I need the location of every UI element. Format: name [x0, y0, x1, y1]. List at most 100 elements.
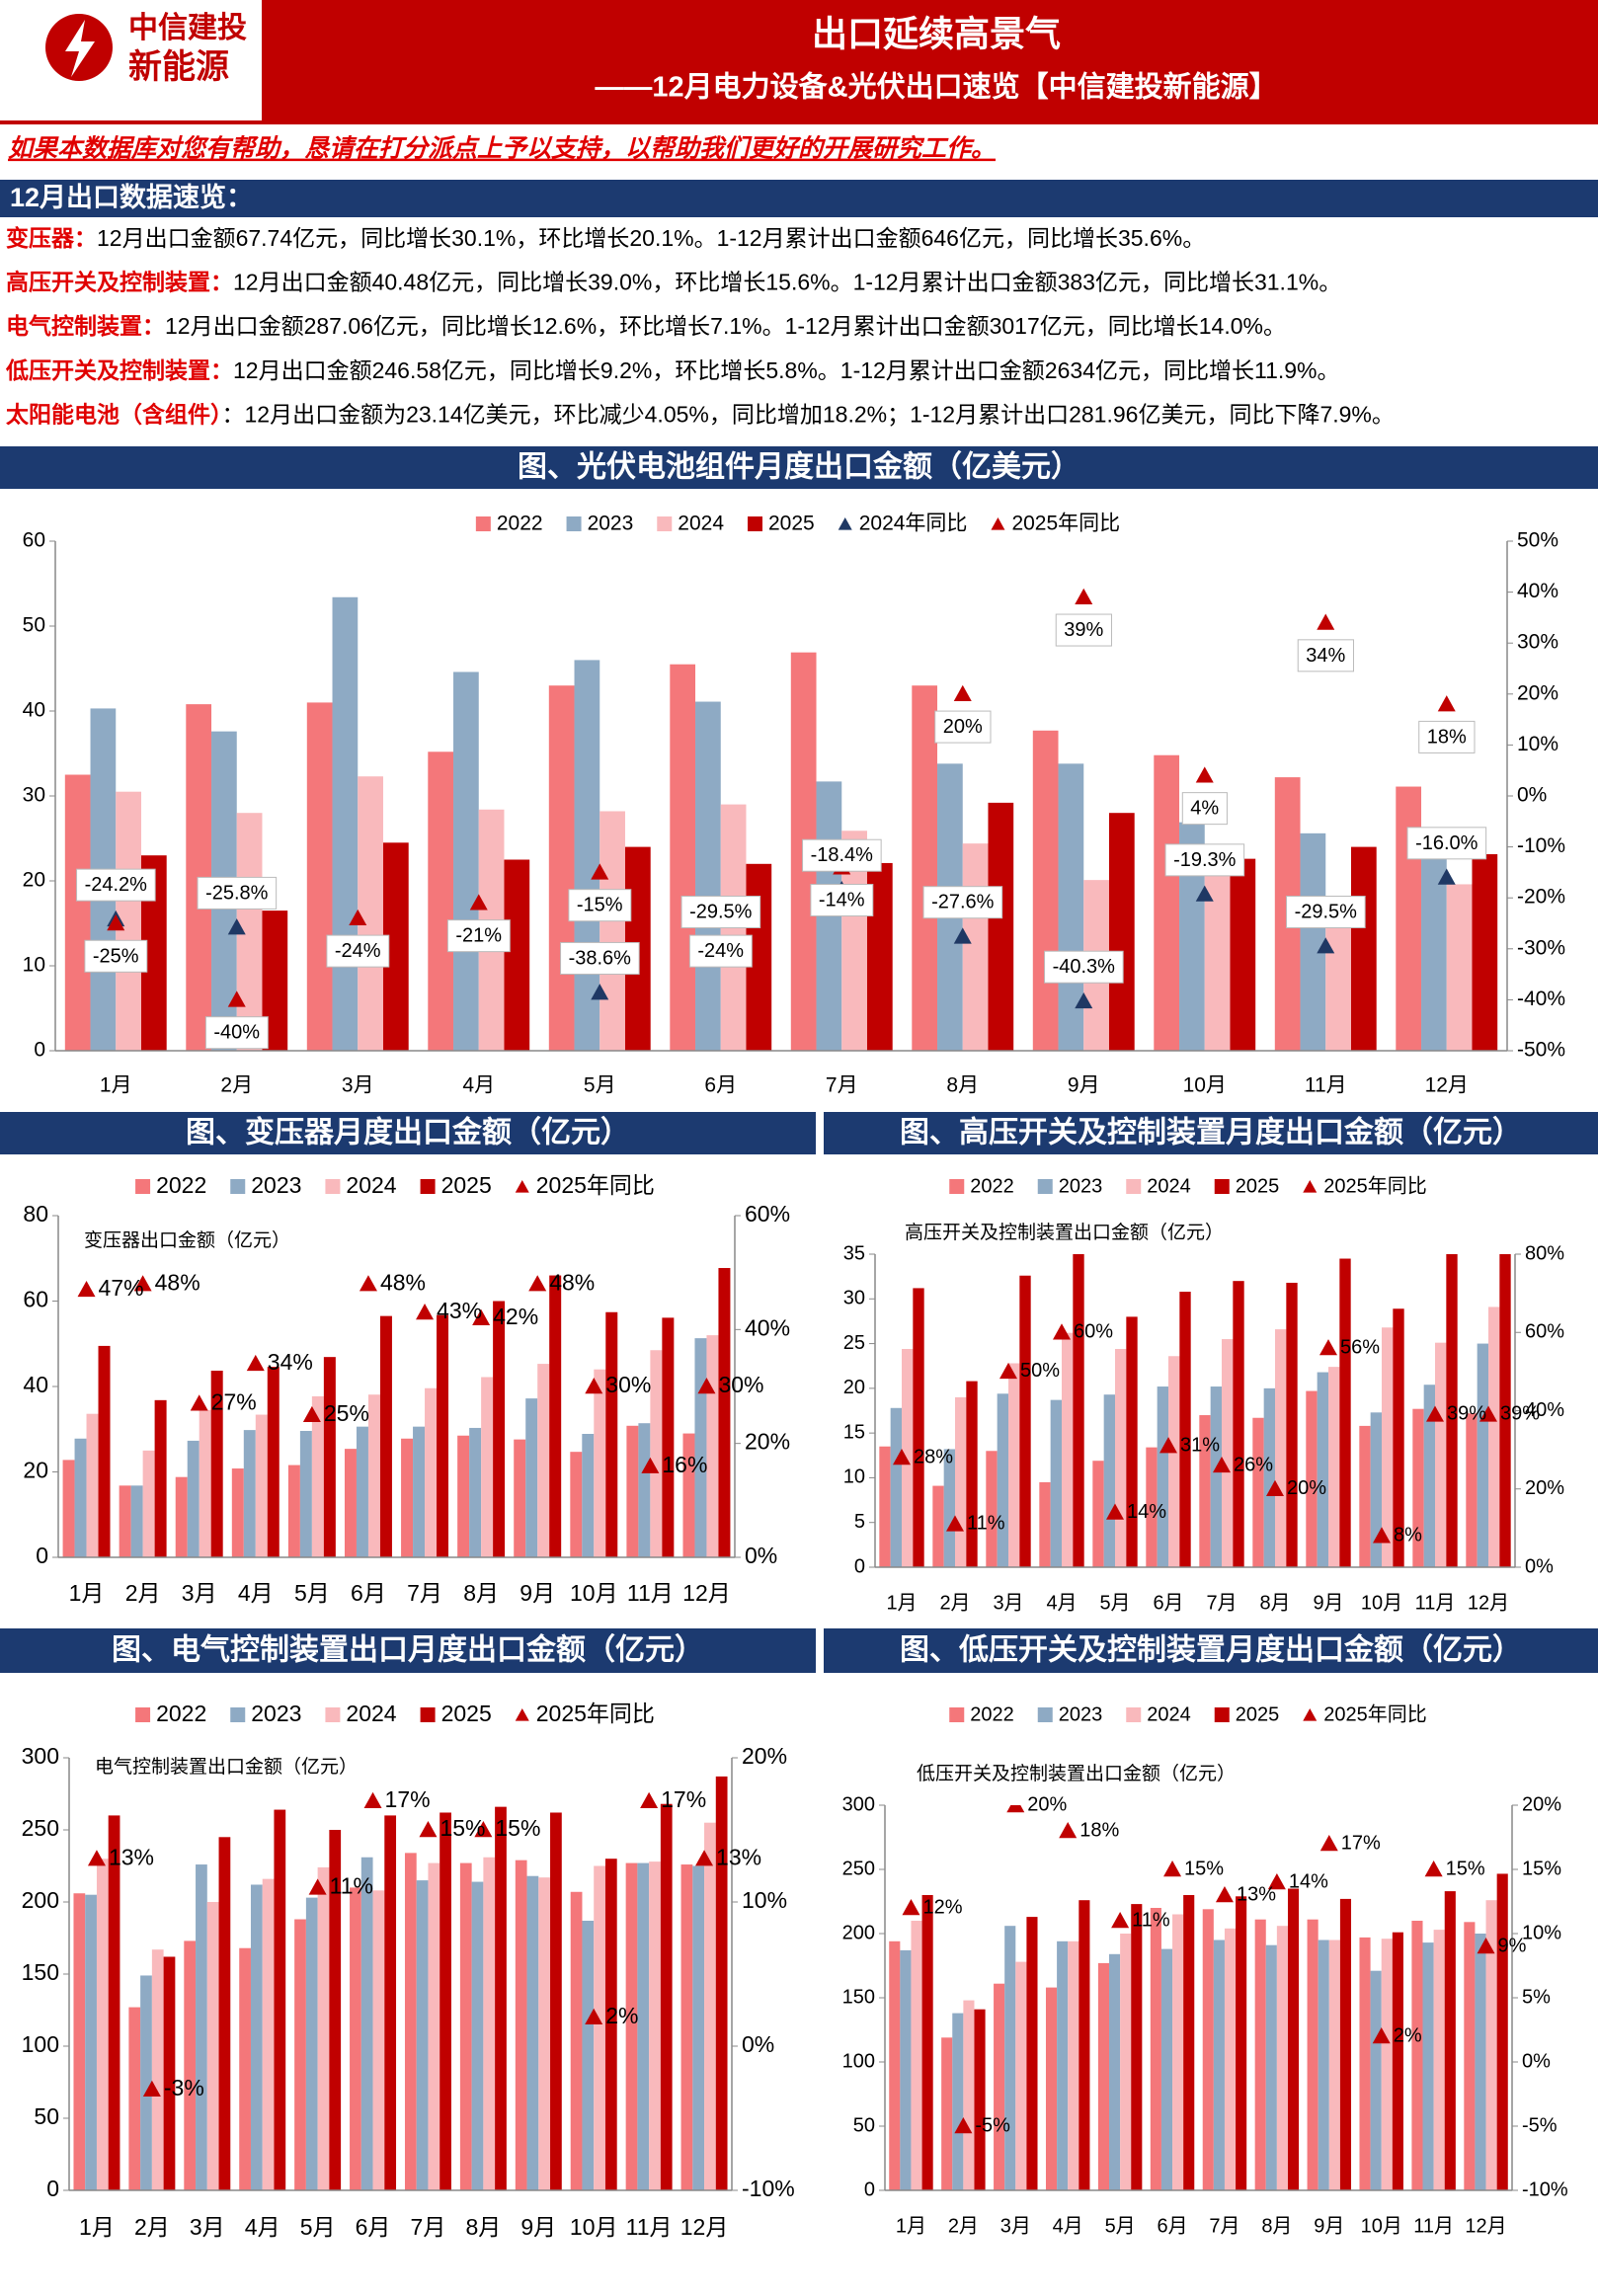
y2-tick-label: -40% [1517, 988, 1565, 1010]
header-rule [0, 120, 1598, 124]
bar [471, 1881, 484, 2190]
bar [1092, 1461, 1104, 1567]
legend-label: 2022 [156, 1701, 206, 1726]
value-label: 60% [1074, 1321, 1113, 1343]
legend-marker [1037, 1179, 1053, 1194]
legend-marker [657, 516, 673, 531]
bar [1444, 1891, 1456, 2190]
bar [428, 1862, 440, 2190]
chart-title: 图、变压器月度出口金额（亿元） [186, 1115, 630, 1148]
y2-tick-label: 20% [742, 1743, 787, 1769]
value-label: -18.4% [811, 844, 874, 866]
bar [1466, 1413, 1478, 1567]
value-label: 15% [495, 1815, 540, 1841]
y-tick-label: 35 [843, 1242, 865, 1264]
bar [1019, 1275, 1031, 1567]
yoy-marker [585, 2008, 603, 2024]
value-label: 9% [1498, 1935, 1527, 1956]
bar [243, 1430, 256, 1557]
bar [1422, 1942, 1434, 2190]
yoy-marker [1319, 1835, 1338, 1852]
legend-marker [1214, 1179, 1230, 1194]
plot [889, 1805, 1508, 2190]
yoy-marker [591, 984, 609, 1000]
x-tick-label: 4月 [462, 1074, 495, 1097]
section-bar [0, 1628, 816, 1673]
bar [356, 1426, 368, 1557]
bar [372, 1890, 385, 2190]
y-tick-label: 200 [842, 1922, 875, 1943]
y2-tick-label: 40% [745, 1314, 790, 1340]
legend-marker [566, 516, 582, 531]
bar [1328, 1940, 1340, 2190]
bar [660, 1803, 673, 2190]
bar [900, 1949, 912, 2190]
y2-tick-label: 60% [745, 1201, 790, 1227]
value-label: 11% [967, 1513, 1005, 1535]
chart-title: 图、光伏电池组件月度出口金额（亿美元） [518, 449, 1080, 483]
yoy-marker [469, 894, 488, 910]
bar [1485, 1900, 1497, 2190]
bar [1115, 1349, 1127, 1567]
legend-label: 2023 [1059, 1703, 1103, 1725]
yoy-marker [641, 1457, 660, 1473]
bar [932, 1485, 944, 1567]
legend-label: 2022 [156, 1172, 206, 1198]
bar [1050, 1399, 1062, 1567]
y-tick-label: 20 [843, 1377, 865, 1398]
bar [662, 1317, 675, 1557]
yoy-marker [190, 1394, 208, 1411]
value-label-box [1055, 613, 1112, 647]
bar [997, 1393, 1008, 1567]
bar [570, 1891, 583, 2190]
legend-label: 2025 [441, 1701, 492, 1726]
bar [1381, 1939, 1393, 2190]
bar [1412, 1408, 1424, 1567]
value-label: -19.3% [1173, 849, 1237, 871]
x-tick-label: 12月 [1465, 2215, 1506, 2237]
bar [902, 1349, 914, 1567]
bar [1109, 1953, 1121, 2190]
value-label: 15% [1184, 1858, 1224, 1879]
value-label: 13% [1237, 1883, 1276, 1905]
value-label-box [204, 1016, 269, 1050]
bar [140, 1975, 152, 2190]
value-label: -15% [577, 895, 623, 916]
value-label-box [1044, 950, 1124, 984]
value-label-box [1164, 843, 1245, 877]
bar [1446, 884, 1473, 1051]
bar [184, 1940, 197, 2190]
value-label-box [568, 889, 632, 922]
bar [1172, 1914, 1184, 2190]
value-label: 20% [943, 716, 983, 738]
value-label: 8% [1394, 1525, 1422, 1546]
legend-label: 2022 [970, 1703, 1014, 1725]
yoy-marker [142, 2080, 161, 2097]
x-tick-label: 8月 [1259, 1592, 1290, 1614]
bar [715, 1776, 728, 2190]
x-tick-label: 6月 [1157, 2215, 1187, 2237]
legend-marker [1303, 1708, 1318, 1721]
x-tick-label: 6月 [356, 2214, 391, 2240]
yoy-marker [946, 1515, 964, 1532]
bar [599, 811, 625, 1051]
legend-label: 2024 [346, 1701, 396, 1726]
bar [1370, 1412, 1382, 1567]
value-label: -40.3% [1053, 956, 1116, 978]
section-bar [824, 1628, 1598, 1673]
value-label: 48% [380, 1269, 426, 1295]
y2-tick-label: 40% [1525, 1399, 1564, 1421]
value-label: 26% [1234, 1454, 1273, 1475]
yoy-marker [227, 918, 246, 935]
yoy-marker [472, 1308, 491, 1325]
bar [453, 672, 479, 1051]
value-label-box [1418, 720, 1476, 753]
legend-label: 2023 [1059, 1175, 1103, 1197]
value-label-box [326, 934, 390, 968]
bar [1168, 1356, 1180, 1567]
legend: 2022 2023 2024 2025 2025年同比 [135, 1172, 655, 1198]
yoy-marker [1111, 1912, 1130, 1929]
y-tick-label: 0 [46, 2176, 59, 2201]
value-label: -3% [164, 2075, 204, 2100]
value-label: 30% [605, 1372, 651, 1397]
